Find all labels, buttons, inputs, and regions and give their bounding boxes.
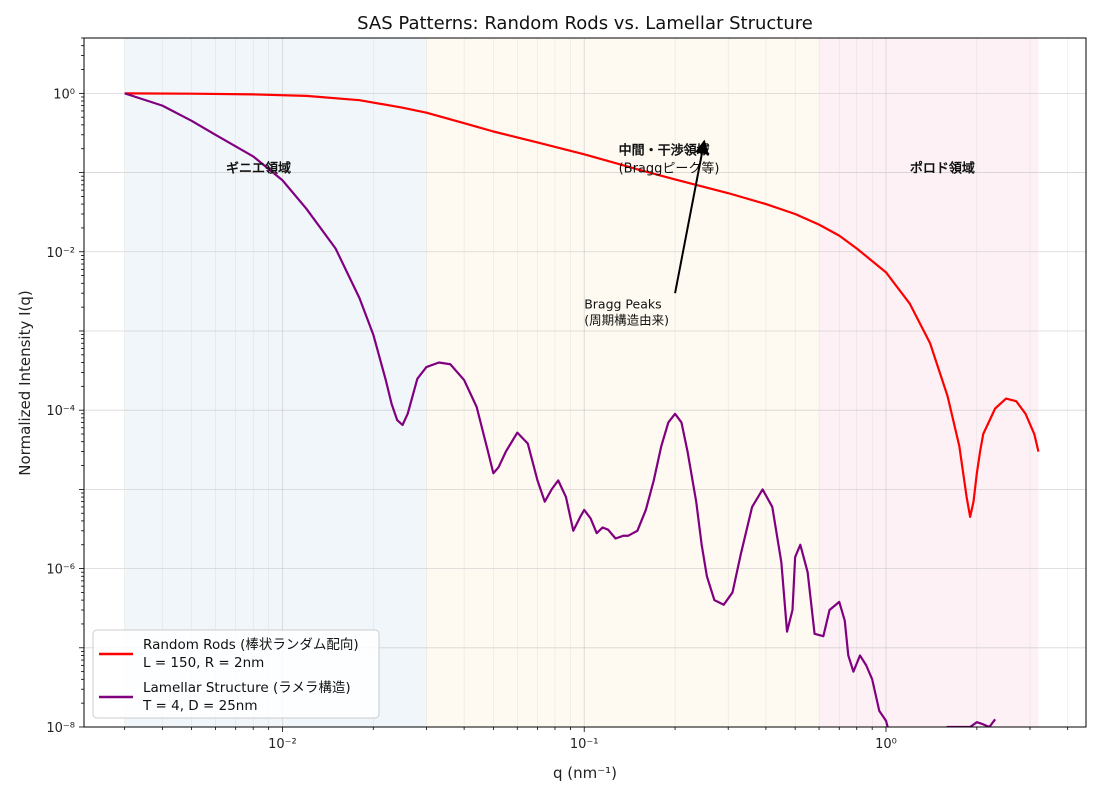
region-labels-layer: ギニエ領域 中間・干渉領域 (Braggピーク等) ポロド領域 [226, 143, 975, 177]
chart-title: SAS Patterns: Random Rods vs. Lamellar S… [357, 13, 813, 34]
plot-frame [83, 37, 1087, 728]
series-line-1 [124, 92, 1040, 518]
y-tick-label: 10⁻⁶ [46, 563, 75, 578]
region-band [124, 38, 427, 727]
annotation-text: Bragg Peaks (周期構造由来) [584, 297, 669, 328]
x-tick-label: 10⁻¹ [570, 737, 599, 752]
annotation-arrow [674, 139, 709, 294]
region-label-line: ギニエ領域 [226, 161, 291, 177]
region-label-line: ポロド領域 [910, 161, 975, 177]
y-tick-label: 10⁻⁴ [46, 404, 75, 419]
annotation-line: (周期構造由来) [584, 313, 669, 328]
y-axis-label: Normalized Intensity I(q) [16, 290, 34, 476]
grid-layer [84, 38, 1086, 727]
x-axis-label: q (nm⁻¹) [553, 764, 617, 782]
legend-label-line: Lamellar Structure (ラメラ構造) [143, 680, 351, 696]
x-tick-label: 10⁻² [268, 737, 297, 752]
legend-box [92, 629, 380, 719]
region-label-line: (Braggピーク等) [619, 161, 720, 177]
region-label: 中間・干渉領域 (Braggピーク等) [619, 143, 720, 177]
legend-label-line: Random Rods (棒状ランダム配向) [143, 637, 359, 653]
annotation-layer: Bragg Peaks (周期構造由来) [584, 139, 709, 328]
y-tick-label: 10⁰ [53, 87, 75, 102]
legend-label: Random Rods (棒状ランダム配向) L = 150, R = 2nm [143, 637, 359, 671]
legend-label-line: T = 4, D = 25nm [142, 698, 258, 714]
regions-layer [124, 38, 1039, 727]
ticks-layer: 10⁻² 10⁻¹ 10⁰ 10⁰ 10⁻² 10⁻⁴ 10⁻⁶ 10⁻⁸ [46, 37, 1069, 752]
legend-label: Lamellar Structure (ラメラ構造) T = 4, D = 25n… [142, 680, 351, 714]
series-line-2 [124, 92, 997, 727]
legend: Random Rods (棒状ランダム配向) L = 150, R = 2nm La… [92, 629, 380, 719]
x-tick-label: 10⁰ [875, 737, 897, 752]
legend-label-line: L = 150, R = 2nm [143, 655, 264, 671]
series-layer [124, 92, 1040, 727]
y-tick-label: 10⁻⁸ [46, 721, 75, 736]
region-label-line: 中間・干渉領域 [619, 143, 710, 159]
annotation-line: Bragg Peaks [584, 297, 661, 312]
region-label: ポロド領域 [910, 161, 975, 177]
region-band [819, 38, 1039, 727]
region-label: ギニエ領域 [226, 161, 291, 177]
region-band [426, 38, 820, 727]
y-tick-label: 10⁻² [46, 246, 75, 261]
plot-background [84, 38, 1086, 727]
